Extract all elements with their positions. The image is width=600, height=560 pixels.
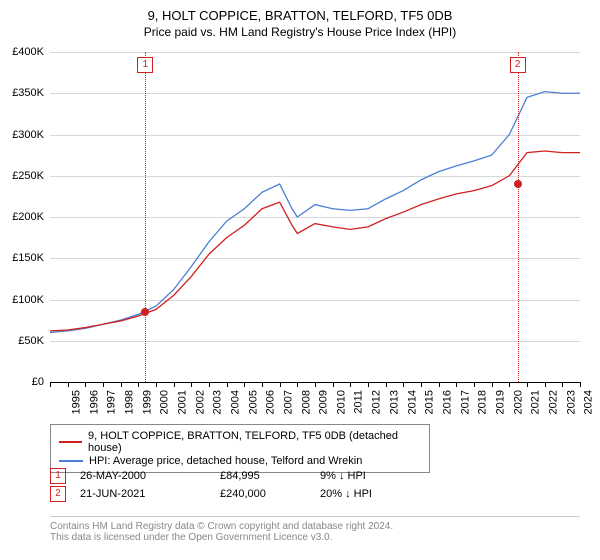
marker-line-2 (518, 52, 519, 382)
sale-date: 26-MAY-2000 (80, 470, 220, 482)
sale-row-2: 2 21-JUN-2021£240,00020% ↓ HPI (50, 486, 372, 502)
marker-line-1 (145, 52, 146, 382)
sale-row-1: 1 26-MAY-2000£84,9959% ↓ HPI (50, 468, 372, 484)
chart-container: { "title_line1": "9, HOLT COPPICE, BRATT… (0, 0, 600, 560)
footer-attribution: Contains HM Land Registry data © Crown c… (50, 516, 580, 543)
footer-line2: This data is licensed under the Open Gov… (50, 532, 580, 543)
marker-dot-2 (514, 180, 522, 188)
sale-marker-box: 2 (50, 486, 66, 502)
series-property (50, 151, 580, 331)
marker-dot-1 (141, 308, 149, 316)
legend-row: 9, HOLT COPPICE, BRATTON, TELFORD, TF5 0… (59, 430, 421, 454)
sale-price: £84,995 (220, 470, 320, 482)
footer-line1: Contains HM Land Registry data © Crown c… (50, 521, 580, 532)
sale-marker-box: 1 (50, 468, 66, 484)
legend-swatch (59, 460, 83, 462)
sale-delta: 20% ↓ HPI (320, 488, 372, 500)
marker-box-1: 1 (137, 57, 153, 73)
marker-box-2: 2 (510, 57, 526, 73)
series-hpi (50, 92, 580, 333)
legend-swatch (59, 441, 82, 443)
sales-table: 1 26-MAY-2000£84,9959% ↓ HPI 2 21-JUN-2021£… (50, 466, 372, 504)
sale-price: £240,000 (220, 488, 320, 500)
legend-label: 9, HOLT COPPICE, BRATTON, TELFORD, TF5 0… (88, 430, 421, 454)
sale-date: 21-JUN-2021 (80, 488, 220, 500)
sale-delta: 9% ↓ HPI (320, 470, 366, 482)
